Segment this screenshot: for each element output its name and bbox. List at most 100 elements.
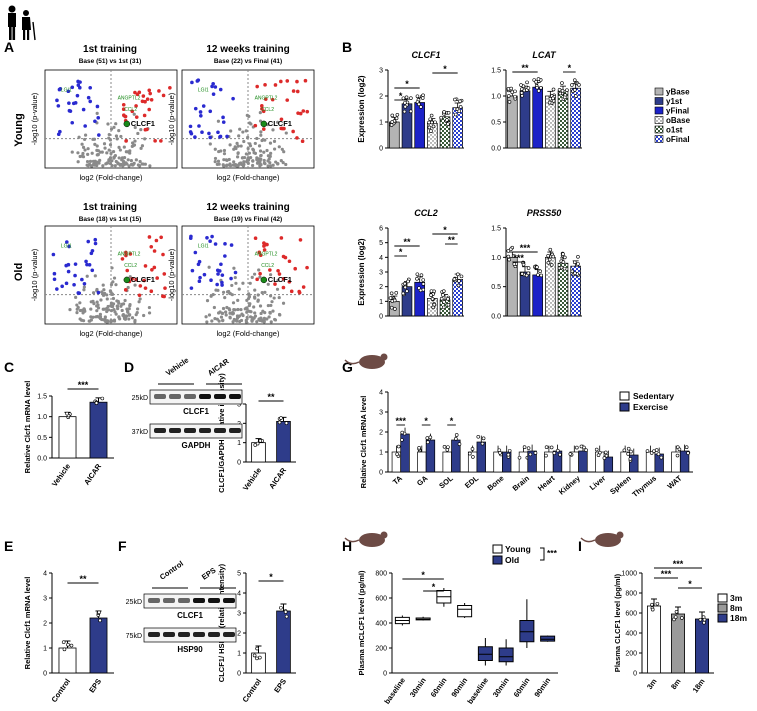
volcano-point [136, 131, 140, 136]
volcano-point-up [261, 127, 266, 131]
y-tick-label: 4 [43, 571, 47, 578]
volcano-point [132, 112, 136, 116]
data-point [420, 96, 425, 100]
volcano-point [278, 313, 282, 317]
legend-label-young: Young [505, 544, 531, 554]
legend-swatch-young [492, 544, 503, 554]
volcano-point-down [89, 251, 94, 256]
data-point [442, 300, 446, 304]
gene-label: ANGPTL2 [118, 95, 141, 101]
volcano-point [129, 158, 134, 163]
volcano-point [75, 303, 79, 307]
lane-label: Vehicle [164, 355, 190, 377]
volcano-point [241, 313, 245, 318]
volcano-point-up [257, 250, 262, 255]
data-point [677, 447, 682, 452]
volcano-point-down [76, 291, 81, 295]
volcano-point-up [293, 266, 298, 271]
data-point [439, 115, 443, 120]
data-point [519, 91, 524, 95]
volcano-point [106, 122, 110, 126]
volcano-point-down [67, 101, 71, 105]
volcano-point [255, 161, 260, 165]
volcano-point [77, 135, 81, 139]
volcano-point [263, 162, 267, 166]
volcano-point [81, 311, 85, 315]
volcano-point [244, 129, 248, 133]
volcano-point [117, 145, 121, 149]
volcano-point [90, 164, 94, 168]
data-point [506, 254, 511, 259]
volcano-point-up [258, 271, 262, 276]
significance-star: ** [267, 392, 275, 402]
data-point [539, 273, 544, 278]
y-tick-label: 400 [625, 631, 637, 638]
x-tick-label: Control [49, 677, 72, 704]
data-point [428, 117, 433, 122]
volcano-point-up [154, 238, 159, 243]
x-tick-label: TA [391, 473, 404, 486]
volcano-point [237, 287, 241, 291]
volcano-point [95, 309, 99, 313]
volcano-point [228, 143, 232, 147]
volcano-point-up [260, 107, 264, 111]
row-label-young: Young [13, 113, 25, 146]
y-tick-label: 1.5 [491, 226, 501, 233]
volcano-point [231, 163, 235, 167]
significance-star: * [450, 416, 454, 426]
volcano-point-up [260, 104, 264, 108]
data-point [100, 396, 105, 401]
volcano-point [277, 295, 281, 300]
significance-star: *** [520, 243, 531, 253]
data-point [702, 617, 707, 622]
data-point [421, 278, 426, 282]
gene-label: LGI1 [198, 88, 209, 94]
volcano-point [242, 139, 246, 144]
blot-band [154, 394, 166, 399]
volcano-point-down [86, 239, 91, 244]
volcano-point [281, 301, 286, 305]
volcano-point [256, 293, 260, 297]
volcano-point [107, 132, 111, 137]
volcano-point [210, 319, 214, 323]
mw-marker: 25kD [126, 599, 142, 606]
volcano-point [215, 317, 219, 321]
volcano-point [91, 291, 96, 295]
data-point [628, 457, 633, 461]
x-tick-label: 90min [449, 676, 469, 699]
chart-f: 0 1 2 3 4 5 CLCF1/ HSP90 (relative intensity) C… [126, 559, 296, 704]
data-point [602, 456, 607, 460]
y-tick-label: 3 [379, 68, 383, 75]
volcano-point-down [76, 83, 81, 88]
volcano-point [259, 153, 263, 158]
y-axis-label: -log10 (p-value) [167, 92, 176, 145]
volcano-point [270, 300, 274, 304]
volcano-point [263, 290, 267, 294]
data-point [558, 452, 562, 457]
volcano-point [110, 159, 114, 163]
data-point [576, 262, 580, 266]
volcano-title-4: 12 weeks training [206, 202, 289, 213]
mouse-tail [344, 537, 360, 543]
x-axis-label: log2 (Fold-change) [217, 329, 280, 338]
volcano-point [110, 266, 114, 270]
data-point [517, 455, 522, 460]
bar-oBase [545, 256, 556, 317]
data-point [458, 99, 462, 104]
volcano-point-down [81, 107, 86, 112]
volcano-point [265, 148, 269, 153]
y-tick-label: 4 [379, 390, 383, 397]
legend-label-exercise: Exercise [633, 402, 668, 412]
volcano-point [101, 164, 105, 168]
blot-band [223, 598, 235, 603]
volcano-point [89, 307, 93, 311]
data-point [573, 271, 577, 276]
data-point [562, 95, 567, 100]
y-tick-label: 1 [379, 450, 383, 457]
data-point [421, 282, 426, 286]
legend-swatch-8m [717, 603, 728, 613]
volcano-point-down [233, 270, 238, 275]
volcano-point [114, 312, 118, 316]
volcano-point [257, 317, 261, 322]
chart-h: 0 200 400 600 800 Plasma mCLCF1 level (pg/ml)… [357, 544, 558, 706]
